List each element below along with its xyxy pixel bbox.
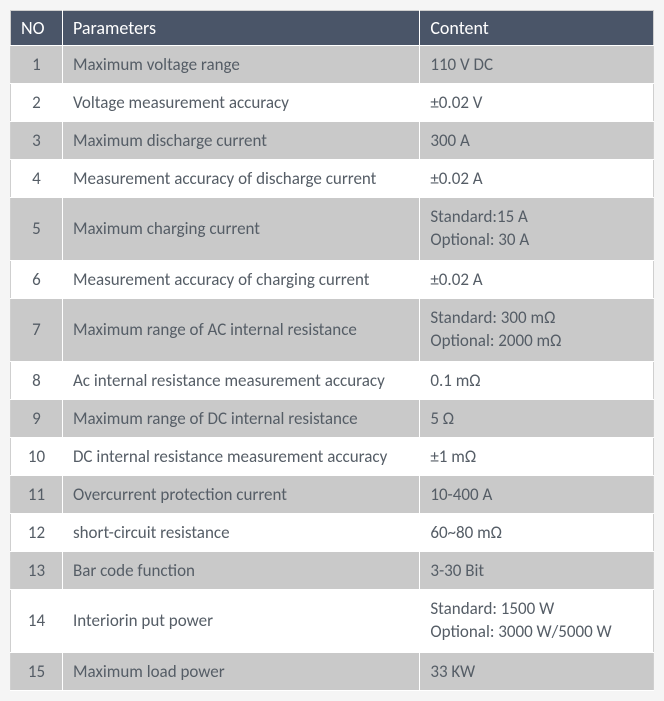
cell-param: Maximum range of DC internal resistance: [62, 399, 419, 437]
cell-content: 60~80 mΩ: [420, 513, 654, 551]
cell-param: Maximum discharge current: [62, 122, 419, 160]
cell-no: 14: [11, 589, 63, 652]
cell-param: Ac internal resistance measurement accur…: [62, 361, 419, 399]
table-header-row: NO Parameters Content: [11, 11, 654, 46]
table-row: 2 Voltage measurement accuracy ±0.02 V: [11, 84, 654, 122]
cell-no: 3: [11, 122, 63, 160]
table-row: 9 Maximum range of DC internal resistanc…: [11, 399, 654, 437]
cell-no: 13: [11, 551, 63, 589]
table-row: 8 Ac internal resistance measurement acc…: [11, 361, 654, 399]
cell-no: 2: [11, 84, 63, 122]
table-row: 13 Bar code function 3-30 Bit: [11, 551, 654, 589]
cell-param: Voltage measurement accuracy: [62, 84, 419, 122]
cell-content: ±0.02 A: [420, 260, 654, 298]
cell-param: Maximum charging current: [62, 198, 419, 261]
cell-param: Overcurrent protection current: [62, 475, 419, 513]
cell-no: 12: [11, 513, 63, 551]
content-line: Optional: 3000 W/5000 W: [430, 621, 643, 644]
cell-content: Standard:15 A Optional: 30 A: [420, 198, 654, 261]
content-line: Optional: 2000 mΩ: [430, 330, 643, 353]
cell-param: Maximum voltage range: [62, 46, 419, 84]
content-line: Standard: 300 mΩ: [430, 307, 643, 330]
content-line: Standard:15 A: [430, 206, 643, 229]
table-row: 3 Maximum discharge current 300 A: [11, 122, 654, 160]
content-line: Standard: 1500 W: [430, 598, 643, 621]
table-row: 7 Maximum range of AC internal resistanc…: [11, 298, 654, 361]
table-row: 4 Measurement accuracy of discharge curr…: [11, 160, 654, 198]
cell-content: 0.1 mΩ: [420, 361, 654, 399]
cell-content: Standard: 1500 W Optional: 3000 W/5000 W: [420, 589, 654, 652]
cell-no: 4: [11, 160, 63, 198]
table-row: 1 Maximum voltage range 110 V DC: [11, 46, 654, 84]
cell-no: 1: [11, 46, 63, 84]
cell-content: 5 Ω: [420, 399, 654, 437]
content-line: Optional: 30 A: [430, 229, 643, 252]
cell-no: 15: [11, 652, 63, 690]
table-row: 5 Maximum charging current Standard:15 A…: [11, 198, 654, 261]
cell-content: 3-30 Bit: [420, 551, 654, 589]
cell-no: 9: [11, 399, 63, 437]
cell-param: Bar code function: [62, 551, 419, 589]
spec-table: NO Parameters Content 1 Maximum voltage …: [10, 10, 654, 691]
cell-no: 5: [11, 198, 63, 261]
cell-param: Measurement accuracy of charging current: [62, 260, 419, 298]
table-row: 6 Measurement accuracy of charging curre…: [11, 260, 654, 298]
cell-no: 11: [11, 475, 63, 513]
cell-content: ±1 mΩ: [420, 437, 654, 475]
header-content: Content: [420, 11, 654, 46]
cell-param: Maximum range of AC internal resistance: [62, 298, 419, 361]
cell-no: 8: [11, 361, 63, 399]
cell-content: 300 A: [420, 122, 654, 160]
cell-content: 33 KW: [420, 652, 654, 690]
cell-param: short-circuit resistance: [62, 513, 419, 551]
cell-no: 6: [11, 260, 63, 298]
table-row: 14 Interiorin put power Standard: 1500 W…: [11, 589, 654, 652]
cell-content: ±0.02 V: [420, 84, 654, 122]
cell-param: Measurement accuracy of discharge curren…: [62, 160, 419, 198]
header-no: NO: [11, 11, 63, 46]
table-row: 12 short-circuit resistance 60~80 mΩ: [11, 513, 654, 551]
cell-content: 110 V DC: [420, 46, 654, 84]
cell-content: ±0.02 A: [420, 160, 654, 198]
cell-content: Standard: 300 mΩ Optional: 2000 mΩ: [420, 298, 654, 361]
table-row: 10 DC internal resistance measurement ac…: [11, 437, 654, 475]
table-row: 15 Maximum load power 33 KW: [11, 652, 654, 690]
cell-param: DC internal resistance measurement accur…: [62, 437, 419, 475]
cell-no: 7: [11, 298, 63, 361]
cell-content: 10-400 A: [420, 475, 654, 513]
cell-param: Interiorin put power: [62, 589, 419, 652]
cell-no: 10: [11, 437, 63, 475]
header-parameters: Parameters: [62, 11, 419, 46]
table-row: 11 Overcurrent protection current 10-400…: [11, 475, 654, 513]
cell-param: Maximum load power: [62, 652, 419, 690]
